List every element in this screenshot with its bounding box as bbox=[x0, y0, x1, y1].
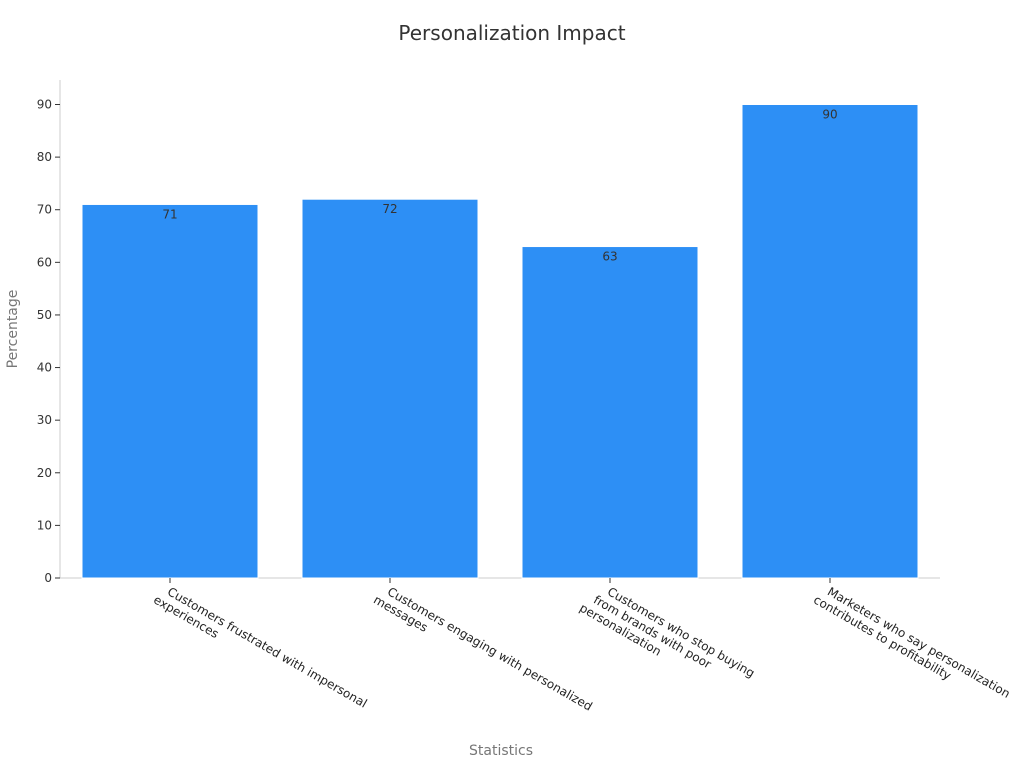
y-tick-label: 30 bbox=[37, 413, 52, 427]
bar bbox=[301, 198, 479, 579]
x-category-label-line: Marketers who say personalization bbox=[825, 584, 1013, 700]
y-tick-label: 50 bbox=[37, 308, 52, 322]
y-tick-label: 80 bbox=[37, 150, 52, 164]
y-tick-label: 40 bbox=[37, 361, 52, 375]
x-category-label-line: Customers frustrated with impersonal bbox=[165, 584, 369, 710]
x-category-label: Customers who stop buyingfrom brands wit… bbox=[577, 576, 757, 704]
y-tick-label: 20 bbox=[37, 466, 52, 480]
bar-value-label: 71 bbox=[162, 207, 177, 221]
y-tick-label: 10 bbox=[37, 518, 52, 532]
bar bbox=[521, 246, 699, 579]
y-axis-label: Percentage bbox=[5, 290, 21, 369]
x-category-label: Customers frustrated with impersonalexpe… bbox=[151, 580, 369, 722]
x-axis-label: Statistics bbox=[469, 743, 533, 759]
bar bbox=[81, 203, 259, 579]
bar-value-label: 72 bbox=[382, 202, 397, 216]
chart-title: Personalization Impact bbox=[398, 21, 625, 45]
y-tick-label: 70 bbox=[37, 203, 52, 217]
x-category-label-line: Customers engaging with personalized bbox=[385, 584, 595, 713]
bar-value-label: 63 bbox=[602, 250, 617, 264]
x-category-label: Customers engaging with personalizedmess… bbox=[371, 580, 595, 725]
bar-value-label: 90 bbox=[822, 108, 837, 122]
bar bbox=[741, 104, 919, 579]
y-tick-label: 0 bbox=[44, 571, 52, 585]
x-category-label: Marketers who say personalizationcontrib… bbox=[811, 580, 1013, 713]
y-tick-label: 60 bbox=[37, 255, 52, 269]
x-category-label-line: contributes to profitability bbox=[811, 593, 953, 683]
y-tick-label: 90 bbox=[37, 98, 52, 112]
